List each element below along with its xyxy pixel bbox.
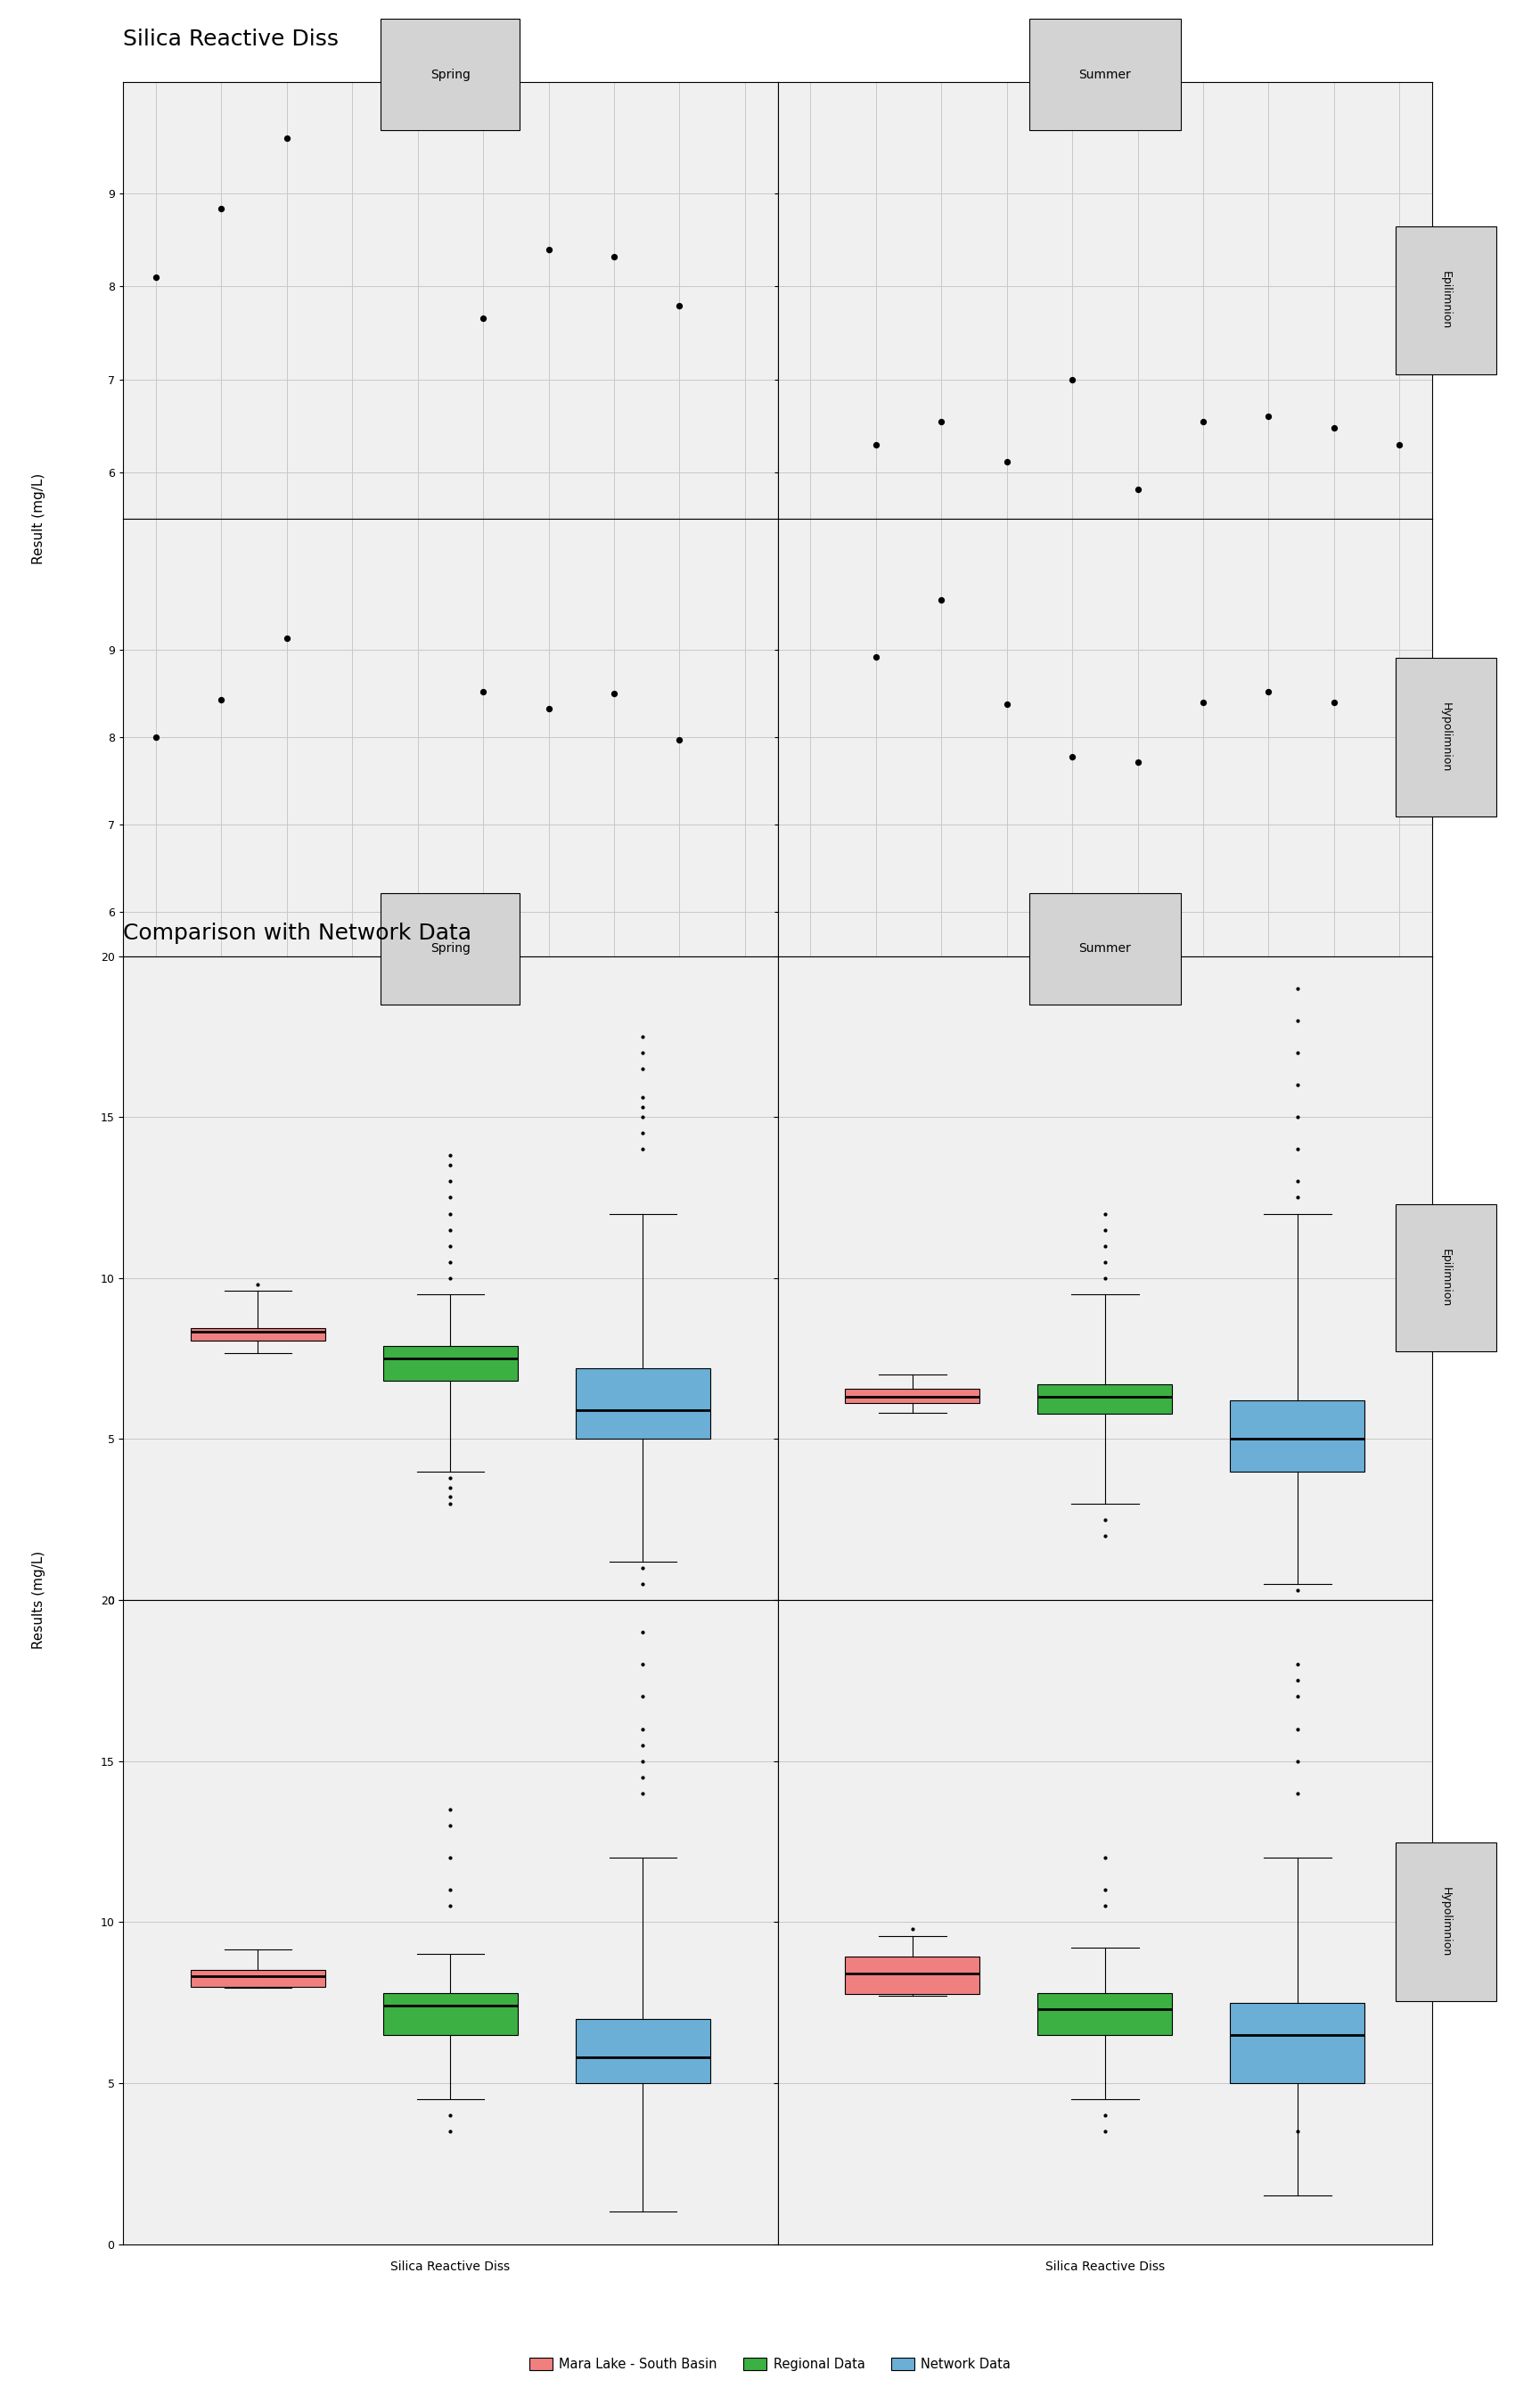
Point: [1321, 683, 1346, 721]
Point: [536, 230, 561, 268]
Point: [1190, 403, 1215, 441]
Text: Hypolimnion: Hypolimnion: [1440, 1888, 1452, 1958]
Text: Epilimnion: Epilimnion: [1440, 271, 1452, 331]
Point: [864, 426, 889, 465]
Point: [995, 685, 1019, 724]
Point: [1060, 359, 1084, 398]
PathPatch shape: [845, 1958, 979, 1993]
X-axis label: Silica Reactive Diss: Silica Reactive Diss: [1046, 2259, 1164, 2274]
PathPatch shape: [845, 1390, 979, 1404]
Point: [274, 117, 299, 156]
PathPatch shape: [191, 1330, 325, 1339]
Title: Spring: Spring: [431, 942, 470, 956]
Point: [667, 721, 691, 760]
Legend: Mara Lake - South Basin, Regional Data, Network Data: Mara Lake - South Basin, Regional Data, …: [522, 2350, 1018, 2377]
Point: [143, 259, 168, 297]
Text: Comparison with Network Data: Comparison with Network Data: [123, 922, 471, 944]
Text: Epilimnion: Epilimnion: [1440, 1248, 1452, 1308]
Point: [143, 719, 168, 757]
Point: [602, 676, 627, 714]
Title: Summer: Summer: [1080, 942, 1130, 956]
Point: [471, 300, 496, 338]
PathPatch shape: [576, 2020, 710, 2082]
Point: [1060, 738, 1084, 776]
Point: [995, 443, 1019, 482]
PathPatch shape: [191, 1970, 325, 1986]
Point: [536, 690, 561, 728]
Point: [929, 582, 953, 621]
PathPatch shape: [1230, 1399, 1364, 1471]
PathPatch shape: [1230, 2003, 1364, 2082]
PathPatch shape: [1038, 1993, 1172, 2034]
Point: [1257, 398, 1281, 436]
PathPatch shape: [1038, 1385, 1172, 1414]
Point: [209, 680, 234, 719]
Point: [602, 237, 627, 276]
Point: [1126, 470, 1150, 508]
Point: [1388, 676, 1412, 714]
Point: [209, 189, 234, 228]
PathPatch shape: [383, 1347, 517, 1380]
Point: [1257, 673, 1281, 712]
Point: [1190, 683, 1215, 721]
PathPatch shape: [383, 1993, 517, 2034]
Title: Summer: Summer: [1080, 69, 1130, 81]
Point: [1126, 743, 1150, 781]
Point: [667, 288, 691, 326]
Point: [1321, 410, 1346, 448]
PathPatch shape: [576, 1368, 710, 1440]
Text: Silica Reactive Diss: Silica Reactive Diss: [123, 29, 339, 50]
Point: [1388, 426, 1412, 465]
Point: [471, 673, 496, 712]
Text: Result (mg/L): Result (mg/L): [32, 474, 45, 565]
Point: [929, 403, 953, 441]
Point: [864, 637, 889, 676]
Text: Results (mg/L): Results (mg/L): [32, 1550, 45, 1648]
Text: Hypolimnion: Hypolimnion: [1440, 702, 1452, 772]
X-axis label: Silica Reactive Diss: Silica Reactive Diss: [391, 2259, 510, 2274]
Title: Spring: Spring: [431, 69, 470, 81]
Point: [274, 618, 299, 657]
